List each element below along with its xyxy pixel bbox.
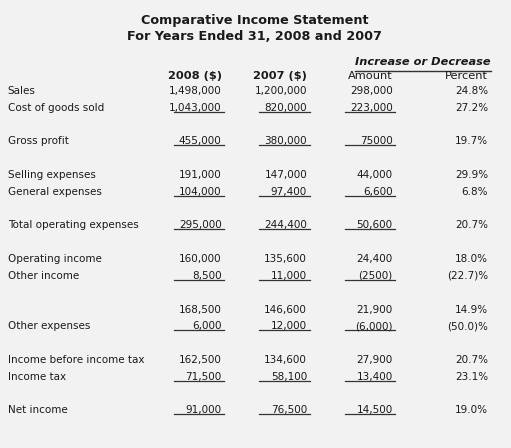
Text: Comparative Income Statement: Comparative Income Statement: [141, 14, 368, 27]
Text: 11,000: 11,000: [271, 271, 307, 281]
Text: (6,000): (6,000): [355, 321, 392, 332]
Text: 820,000: 820,000: [265, 103, 307, 113]
Text: 135,600: 135,600: [264, 254, 307, 264]
Text: 455,000: 455,000: [179, 136, 222, 146]
Text: Sales: Sales: [8, 86, 36, 96]
Text: 1,043,000: 1,043,000: [169, 103, 222, 113]
Text: 147,000: 147,000: [264, 170, 307, 180]
Text: 8,500: 8,500: [192, 271, 222, 281]
Text: 21,900: 21,900: [356, 305, 392, 314]
Text: Total operating expenses: Total operating expenses: [8, 220, 138, 230]
Text: Increase or Decrease: Increase or Decrease: [355, 57, 491, 67]
Text: Income tax: Income tax: [8, 372, 66, 382]
Text: 223,000: 223,000: [350, 103, 392, 113]
Text: 23.1%: 23.1%: [455, 372, 488, 382]
Text: Percent: Percent: [445, 71, 488, 82]
Text: 19.0%: 19.0%: [455, 405, 488, 415]
Text: Gross profit: Gross profit: [8, 136, 68, 146]
Text: 58,100: 58,100: [271, 372, 307, 382]
Text: Operating income: Operating income: [8, 254, 102, 264]
Text: Amount: Amount: [348, 71, 392, 82]
Text: 50,600: 50,600: [357, 220, 392, 230]
Text: 19.7%: 19.7%: [455, 136, 488, 146]
Text: 97,400: 97,400: [271, 187, 307, 197]
Text: 160,000: 160,000: [179, 254, 222, 264]
Text: 134,600: 134,600: [264, 355, 307, 365]
Text: 6.8%: 6.8%: [461, 187, 488, 197]
Text: 18.0%: 18.0%: [455, 254, 488, 264]
Text: Other income: Other income: [8, 271, 79, 281]
Text: (22.7)%: (22.7)%: [447, 271, 488, 281]
Text: 2008 ($): 2008 ($): [168, 71, 222, 82]
Text: 14.9%: 14.9%: [455, 305, 488, 314]
Text: 24.8%: 24.8%: [455, 86, 488, 96]
Text: 6,600: 6,600: [363, 187, 392, 197]
Text: 29.9%: 29.9%: [455, 170, 488, 180]
Text: 14,500: 14,500: [356, 405, 392, 415]
Text: 2007 ($): 2007 ($): [253, 71, 307, 82]
Text: Income before income tax: Income before income tax: [8, 355, 144, 365]
Text: 13,400: 13,400: [356, 372, 392, 382]
Text: 380,000: 380,000: [265, 136, 307, 146]
Text: 244,400: 244,400: [264, 220, 307, 230]
Text: 75000: 75000: [360, 136, 392, 146]
Text: 71,500: 71,500: [185, 372, 222, 382]
Text: 168,500: 168,500: [179, 305, 222, 314]
Text: 146,600: 146,600: [264, 305, 307, 314]
Text: 104,000: 104,000: [179, 187, 222, 197]
Text: Other expenses: Other expenses: [8, 321, 90, 332]
Text: 44,000: 44,000: [357, 170, 392, 180]
Text: 76,500: 76,500: [271, 405, 307, 415]
Text: 27,900: 27,900: [356, 355, 392, 365]
Text: 91,000: 91,000: [185, 405, 222, 415]
Text: 20.7%: 20.7%: [455, 220, 488, 230]
Text: 162,500: 162,500: [179, 355, 222, 365]
Text: 27.2%: 27.2%: [455, 103, 488, 113]
Text: 295,000: 295,000: [179, 220, 222, 230]
Text: Cost of goods sold: Cost of goods sold: [8, 103, 104, 113]
Text: (50.0)%: (50.0)%: [447, 321, 488, 332]
Text: General expenses: General expenses: [8, 187, 102, 197]
Text: 298,000: 298,000: [350, 86, 392, 96]
Text: 6,000: 6,000: [192, 321, 222, 332]
Text: 24,400: 24,400: [356, 254, 392, 264]
Text: 12,000: 12,000: [271, 321, 307, 332]
Text: 1,498,000: 1,498,000: [169, 86, 222, 96]
Text: 20.7%: 20.7%: [455, 355, 488, 365]
Text: Selling expenses: Selling expenses: [8, 170, 96, 180]
Text: Net income: Net income: [8, 405, 67, 415]
Text: 1,200,000: 1,200,000: [254, 86, 307, 96]
Text: (2500): (2500): [358, 271, 392, 281]
Text: 191,000: 191,000: [179, 170, 222, 180]
Text: For Years Ended 31, 2008 and 2007: For Years Ended 31, 2008 and 2007: [127, 30, 382, 43]
